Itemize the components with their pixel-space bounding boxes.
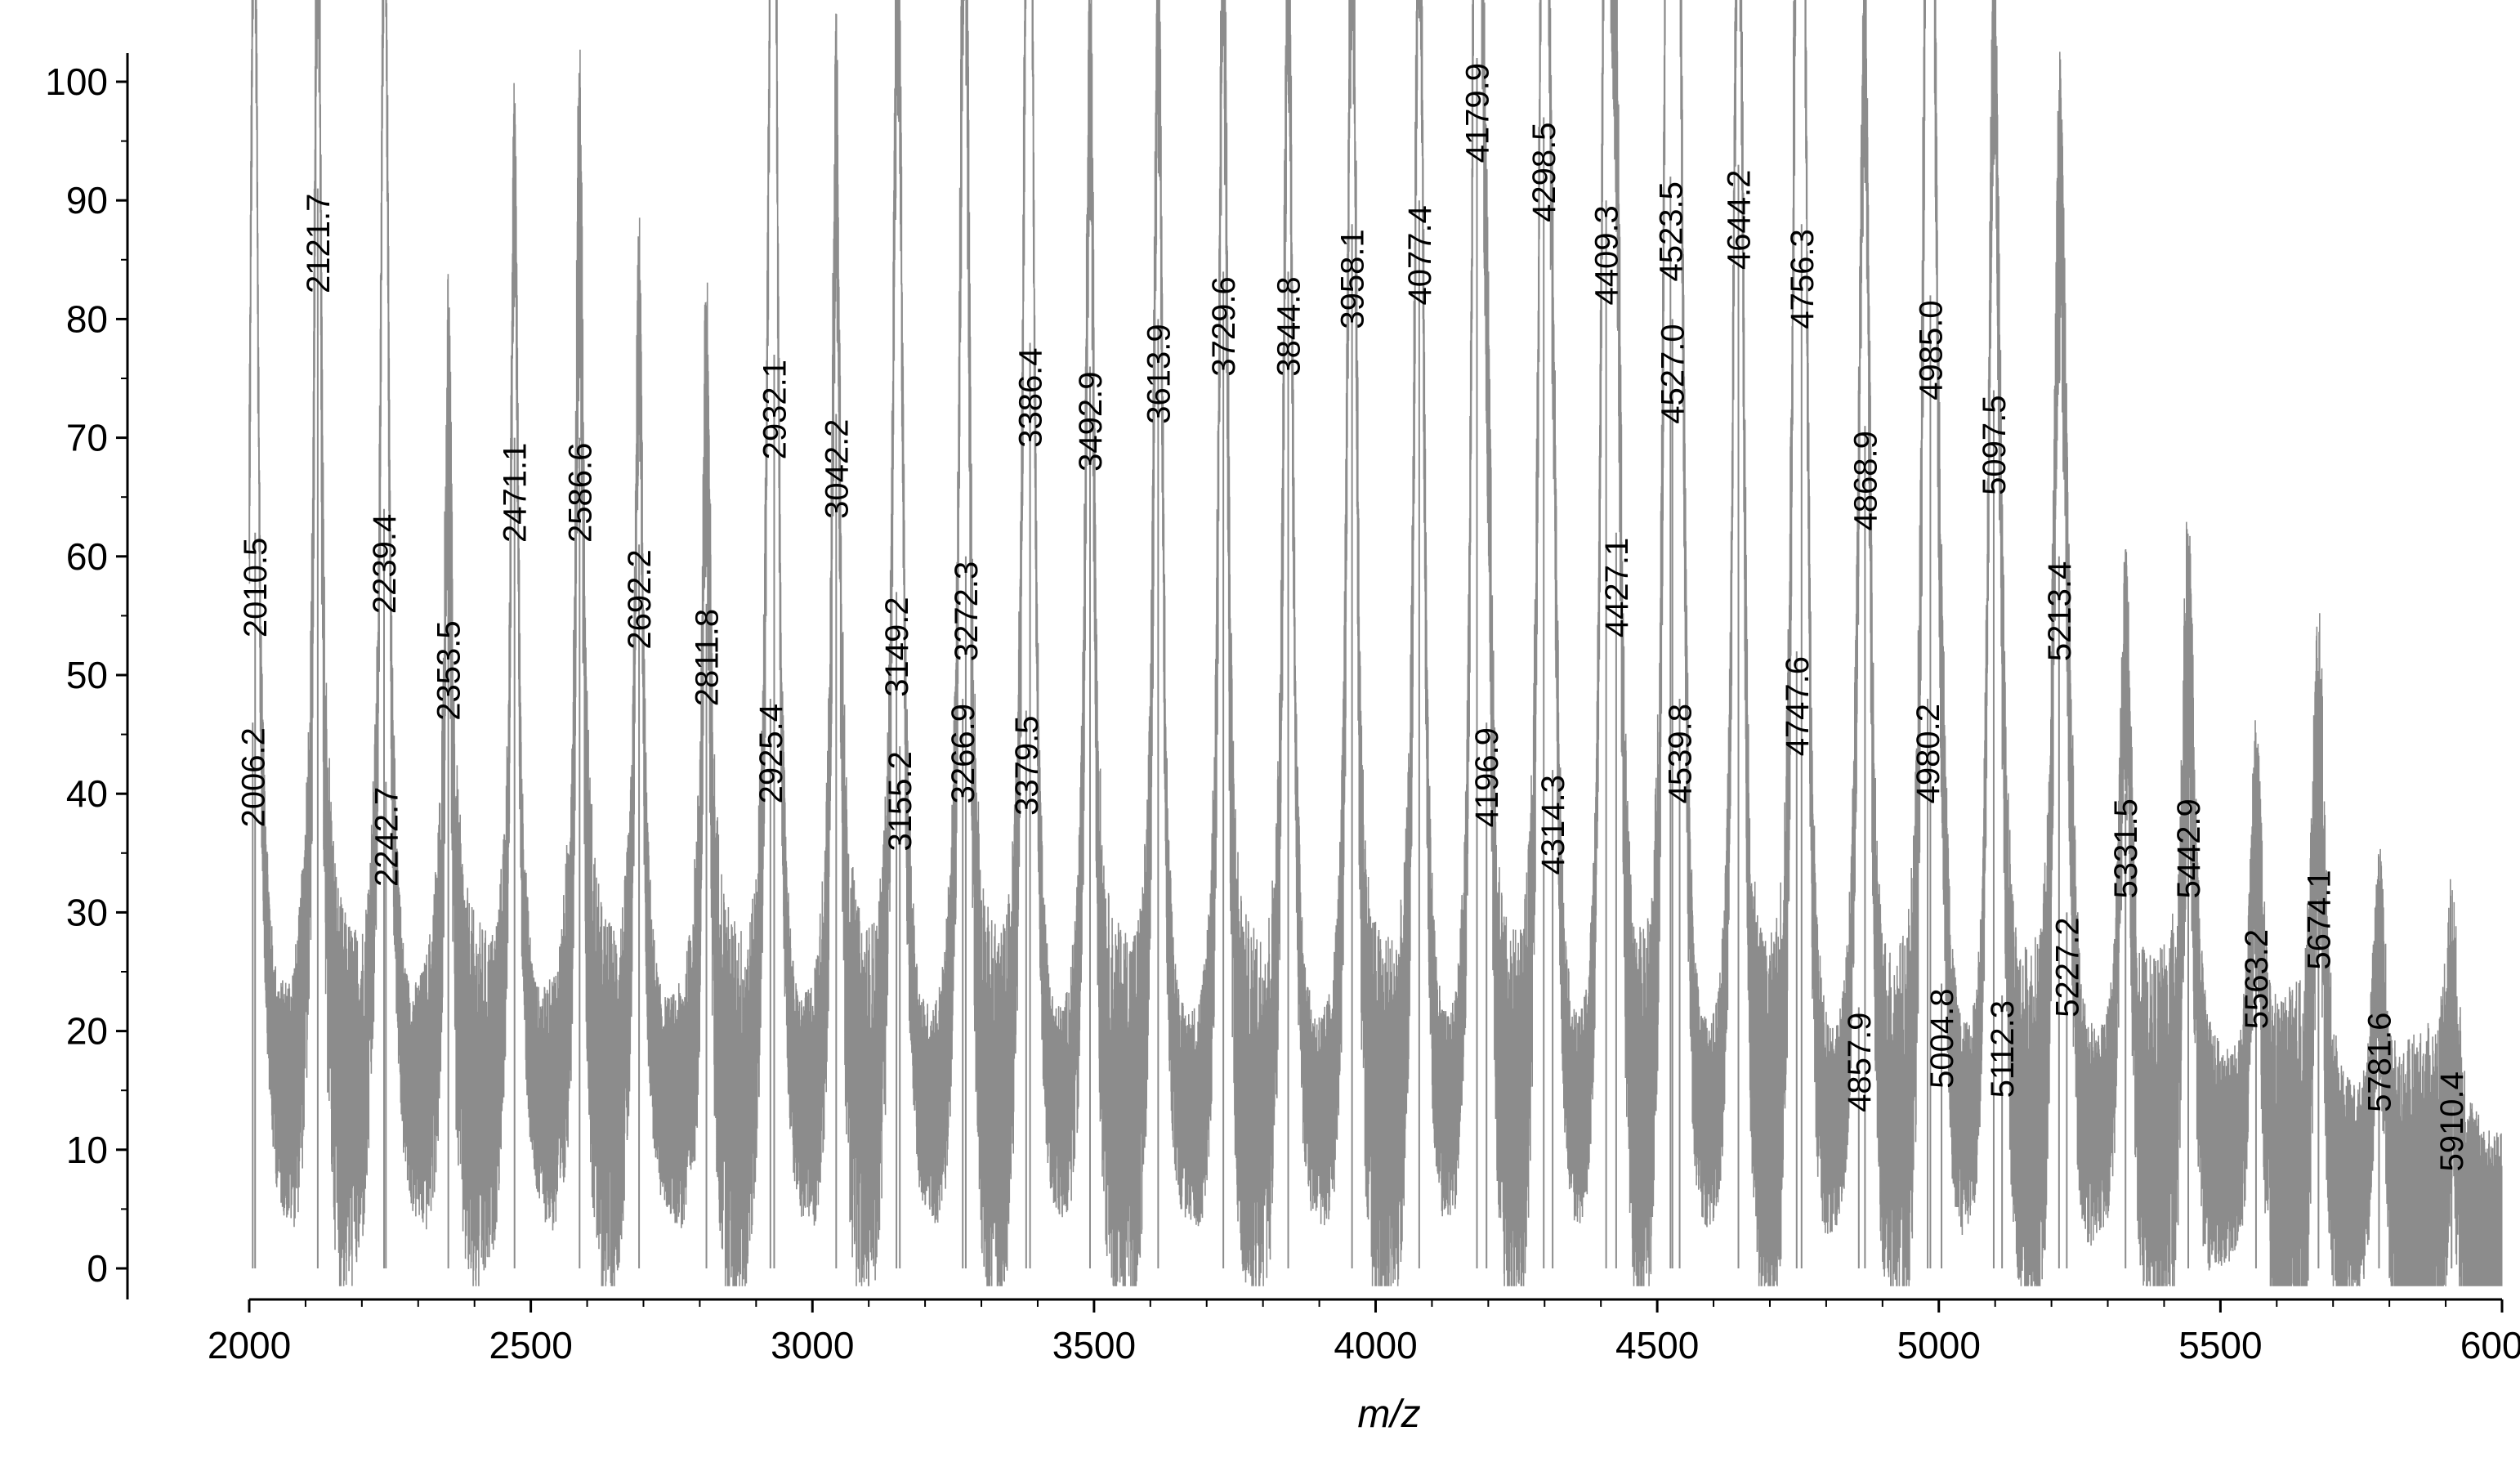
peak-label: 2239.4 (367, 514, 403, 614)
peak-label: 3492.9 (1073, 371, 1109, 471)
y-tick-label: 90 (66, 179, 108, 221)
peak-label: 4298.5 (1526, 123, 1562, 222)
spectrum-layer (248, 0, 2503, 1286)
peak-label: 4179.9 (1459, 63, 1495, 163)
peak-label: 4756.3 (1785, 229, 1821, 329)
peak-label: 3613.9 (1141, 324, 1177, 423)
peak-label: 3844.8 (1271, 276, 1307, 376)
peak-label: 3729.6 (1206, 276, 1242, 376)
y-axis-ticks: 0 10 20 30 40 50 60 70 80 90 100 (45, 60, 127, 1290)
peak-label: 5112.3 (1985, 1000, 2021, 1098)
y-tick-label: 30 (66, 891, 108, 933)
peak-label-layer: 2006.2 2010.5 2121.7 2239.4 2242.7 2353.5 2471… (235, 63, 2470, 1172)
x-tick-label: 6000 (2460, 1324, 2520, 1366)
peak-label: 4427.1 (1599, 538, 1635, 637)
y-tick-label: 50 (66, 654, 108, 696)
peak-label: 4527.0 (1655, 324, 1691, 423)
y-tick-label: 80 (66, 297, 108, 340)
peak-label: 2353.5 (431, 620, 467, 720)
peak-label: 5442.9 (2171, 798, 2207, 898)
x-tick-label: 2500 (489, 1324, 572, 1366)
peak-label: 5781.6 (2361, 1013, 2397, 1112)
peak-label: 5910.4 (2434, 1071, 2470, 1171)
peak-label: 2932.1 (757, 360, 793, 459)
peak-label: 2010.5 (238, 538, 274, 637)
peak-label: 4409.3 (1589, 205, 1625, 305)
peak-label: 3272.3 (949, 561, 985, 661)
axes-layer: 0 10 20 30 40 50 60 70 80 90 100 2000 2500 3000 3500 4… (45, 53, 2520, 1436)
peak-label: 2242.7 (369, 787, 404, 887)
peak-label: 3266.9 (945, 704, 981, 803)
y-tick-label: 70 (66, 417, 108, 459)
peak-label: 5227.2 (2049, 917, 2085, 1017)
x-tick-label: 4500 (1615, 1324, 1699, 1366)
peak-label: 3958.1 (1335, 229, 1371, 329)
y-tick-label: 20 (66, 1010, 108, 1053)
peak-label: 4857.9 (1842, 1013, 1878, 1112)
peak-label: 4314.3 (1535, 775, 1571, 874)
y-tick-label: 40 (66, 772, 108, 815)
peak-label: 2692.2 (622, 549, 658, 649)
peak-label: 4523.5 (1653, 181, 1689, 281)
peak-label: 3149.2 (879, 597, 915, 696)
spectrum-trace (248, 0, 2503, 1286)
x-tick-label: 3000 (771, 1324, 854, 1366)
peak-label: 2471.1 (498, 443, 534, 543)
peak-label: 4980.2 (1910, 704, 1946, 803)
peak-label: 4985.0 (1913, 300, 1949, 400)
peak-label: 5097.5 (1977, 396, 2013, 495)
x-tick-label: 4000 (1334, 1324, 1417, 1366)
peak-label: 4644.2 (1722, 170, 1758, 270)
peak-label: 5674.1 (2301, 870, 2337, 969)
peak-label: 3386.4 (1013, 347, 1049, 447)
x-axis-ticks: 2000 2500 3000 3500 4000 4500 5000 5500 6000 (208, 1299, 2520, 1366)
x-axis-title: m/z (1357, 1393, 1420, 1436)
y-tick-label: 60 (66, 535, 108, 578)
peak-label: 4077.4 (1402, 205, 1438, 305)
peak-label: 2006.2 (235, 727, 271, 827)
y-tick-label: 0 (87, 1247, 108, 1290)
x-tick-label: 5500 (2178, 1324, 2262, 1366)
peak-label: 4747.6 (1780, 656, 1816, 756)
peak-label: 2925.4 (753, 704, 789, 803)
x-tick-label: 2000 (208, 1324, 291, 1366)
peak-label: 3379.5 (1009, 716, 1045, 816)
peak-label: 2586.6 (562, 443, 598, 543)
peak-label: 4196.9 (1469, 727, 1505, 827)
peak-label: 4868.9 (1848, 431, 1883, 530)
peak-label: 2811.8 (690, 609, 726, 706)
x-tick-label: 3500 (1052, 1324, 1136, 1366)
peak-label: 3155.2 (882, 751, 918, 851)
peak-label: 5004.8 (1924, 989, 1960, 1089)
peak-label: 5213.4 (2042, 561, 2078, 661)
peak-label: 3042.2 (819, 419, 855, 519)
x-tick-label: 5000 (1897, 1324, 1981, 1366)
peak-label: 5563.2 (2239, 929, 2275, 1029)
y-tick-label: 100 (45, 60, 108, 103)
peak-label: 4539.8 (1663, 704, 1699, 803)
peak-label: 2121.7 (301, 194, 337, 293)
y-tick-label: 10 (66, 1129, 108, 1171)
peak-label: 5331.5 (2108, 798, 2144, 898)
